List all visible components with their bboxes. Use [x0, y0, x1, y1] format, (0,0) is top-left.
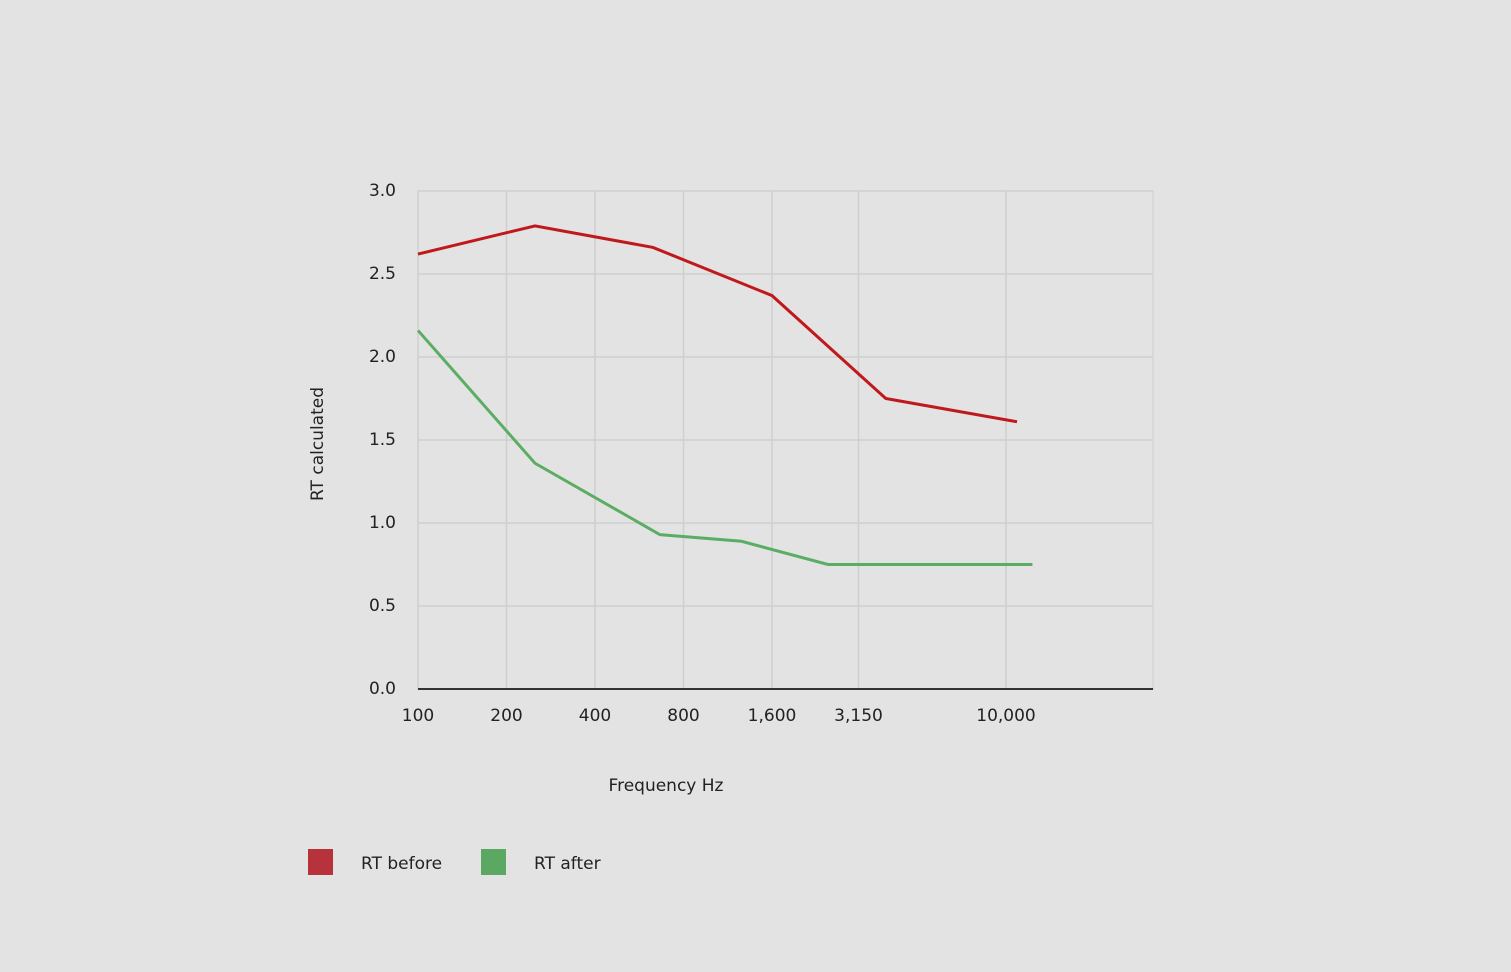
legend-label: RT before — [361, 854, 442, 874]
y-tick-label: 1.5 — [369, 430, 396, 450]
x-tick-label: 1,600 — [748, 706, 797, 726]
legend-swatch — [481, 849, 506, 875]
y-tick-label: 2.0 — [369, 347, 396, 367]
series-line — [416, 329, 1033, 566]
x-tick-label: 10,000 — [976, 706, 1035, 726]
y-tick-label: 0.5 — [369, 596, 396, 616]
legend-label: RT after — [534, 854, 601, 874]
x-tick-label: 3,150 — [834, 706, 883, 726]
x-axis-title: Frequency Hz — [609, 776, 724, 796]
series-line — [417, 224, 1018, 424]
y-tick-label: 0.0 — [369, 679, 396, 699]
legend-swatch — [308, 849, 333, 875]
y-tick-label: 2.5 — [369, 264, 396, 284]
x-tick-label: 200 — [490, 706, 522, 726]
x-tick-label: 100 — [402, 706, 434, 726]
y-tick-label: 1.0 — [369, 513, 396, 533]
y-tick-label: 3.0 — [369, 181, 396, 201]
x-tick-label: 800 — [667, 706, 699, 726]
x-tick-label: 400 — [579, 706, 611, 726]
y-axis-title: RT calculated — [308, 387, 328, 501]
